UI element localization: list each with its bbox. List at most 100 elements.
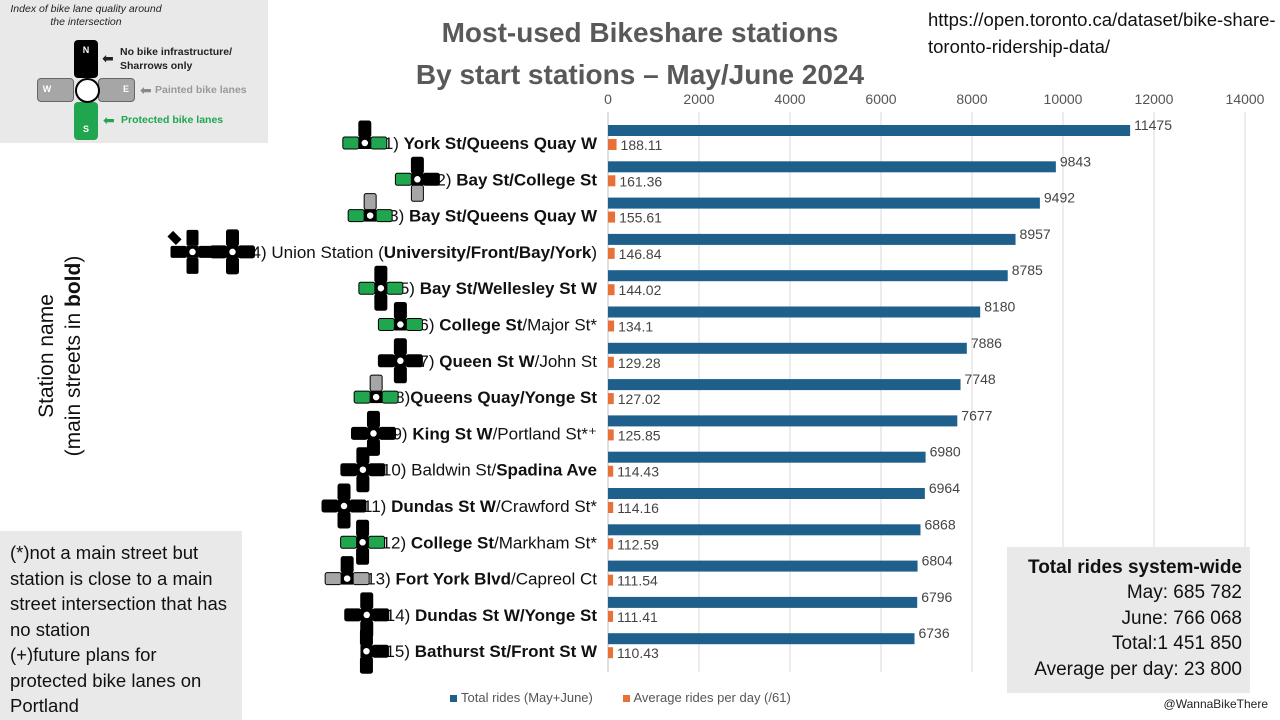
icon-arm-s xyxy=(410,184,424,202)
totals-title: Total rides system-wide xyxy=(1028,557,1242,578)
station-name-part: Bay St/Queens Quay W xyxy=(409,207,598,226)
bar-total-rides xyxy=(608,596,918,608)
data-label-total: 8180 xyxy=(984,299,1015,315)
data-label-average: 125.85 xyxy=(618,427,661,443)
legend-swatch-average xyxy=(622,695,630,702)
icon-center-circle xyxy=(371,392,381,402)
data-label-total: 8957 xyxy=(1020,226,1051,242)
bar-average-rides xyxy=(608,574,614,586)
data-label-total: 7886 xyxy=(971,335,1002,351)
icon-center-circle xyxy=(227,247,238,257)
legend-average-label: Average rides per day (/61) xyxy=(633,690,791,705)
station-label: 2) Bay St/College St xyxy=(436,170,597,189)
legend-west-box xyxy=(37,78,74,102)
icon-arm-n xyxy=(393,338,407,356)
bar-total-rides xyxy=(608,197,1040,209)
station-name-part: Bay St/College St xyxy=(456,170,597,189)
chart-title: Most-used Bikeshare stations By start st… xyxy=(385,12,895,96)
station-rank: 11) xyxy=(363,497,391,516)
icon-arm-e xyxy=(405,318,423,331)
bar-total-rides xyxy=(608,379,961,391)
station-name-part: /John St xyxy=(535,352,598,371)
data-label-total: 7748 xyxy=(965,371,996,387)
icon-arm-s xyxy=(356,475,370,493)
station-label: 8)Queens Quay/Yonge St xyxy=(395,388,597,407)
totals-total: Total:1 451 850 xyxy=(1112,633,1242,654)
station-name-part: College St xyxy=(411,533,494,552)
legend-east-label: E xyxy=(122,84,129,94)
station-label: 14) Dundas St W/Yonge St xyxy=(386,606,598,625)
station-label: 10) Baldwin St/Spadina Ave xyxy=(382,461,597,480)
bar-average-rides xyxy=(608,320,615,332)
legend-total-rides: Total rides (May+June) xyxy=(450,690,593,705)
station-name-part: Queen St W xyxy=(439,352,535,371)
icon-arm-w xyxy=(321,499,339,513)
station-rank: 4) xyxy=(252,243,272,262)
station-name-part: /Crawford St* xyxy=(496,497,597,516)
icon-arm-w xyxy=(324,572,342,586)
legend-title: Index of bike lane quality around the in… xyxy=(10,3,162,28)
icon-arm-s xyxy=(359,656,373,674)
station-label: 9) King St W/Portland St*⁺ xyxy=(392,424,597,443)
station-name-part: York St/Queens Quay W xyxy=(404,134,598,153)
data-label-average: 114.43 xyxy=(617,464,659,480)
bar-total-rides xyxy=(608,125,1131,136)
bar-average-rides xyxy=(608,247,615,259)
icon-arm-e xyxy=(375,209,393,223)
station-rank: 9) xyxy=(392,424,412,443)
bar-average-rides xyxy=(608,393,614,405)
station-label: 5) Bay St/Wellesley St W xyxy=(400,279,598,298)
icon-center-circle xyxy=(361,646,372,656)
station-name-part: Fort York Blvd xyxy=(395,570,511,589)
data-label-average: 155.61 xyxy=(619,210,662,226)
x-tick-label: 8000 xyxy=(956,91,987,107)
bar-average-rides xyxy=(608,502,614,513)
legend-east-box xyxy=(98,78,135,102)
intersection-icon xyxy=(324,556,370,586)
intersection-icon xyxy=(347,193,393,223)
station-name-part: Baldwin St/ xyxy=(411,461,496,480)
legend-protected-label: Protected bike lanes xyxy=(121,114,224,126)
legend-painted-label: Painted bike lanes xyxy=(155,84,247,96)
icon-arm-e xyxy=(370,136,388,150)
icon-arm-n xyxy=(363,193,377,211)
bar-total-rides xyxy=(608,633,915,645)
station-rank: 1) xyxy=(384,134,404,153)
icon-arm-n xyxy=(359,628,373,646)
station-rank: 8) xyxy=(395,388,410,407)
icon-arm-n xyxy=(337,483,351,501)
data-label-total: 6804 xyxy=(922,553,953,569)
icon-arm-w xyxy=(353,390,371,404)
data-label-average: 188.11 xyxy=(621,137,663,153)
icon-arm-e xyxy=(381,390,399,404)
icon-arm-n xyxy=(360,592,374,610)
station-name-part: King St W xyxy=(412,424,493,443)
icon-diagonal-arm xyxy=(167,230,182,245)
intersection-icon xyxy=(394,156,440,202)
data-label-average: 112.59 xyxy=(617,536,659,552)
data-label-average: 127.02 xyxy=(618,391,661,407)
data-label-total: 11475 xyxy=(1134,117,1172,133)
icon-arm-e xyxy=(371,644,389,658)
intersection-icon xyxy=(377,302,423,331)
icon-arm-w xyxy=(340,535,358,549)
station-name-part: /Portland St*⁺ xyxy=(493,424,597,443)
station-label: 6) College St/Major St* xyxy=(419,316,597,335)
data-label-average: 110.43 xyxy=(617,645,659,661)
data-label-total: 8785 xyxy=(1012,262,1043,278)
icon-arm-e xyxy=(238,245,255,259)
intersection-icon-secondary xyxy=(167,229,215,274)
bar-average-rides xyxy=(608,465,614,477)
station-label: 13) Fort York Blvd/Capreol Ct xyxy=(366,570,597,589)
data-label-total: 9843 xyxy=(1060,153,1091,169)
icon-arm-s xyxy=(186,257,199,274)
x-tick-label: 4000 xyxy=(774,91,805,107)
icon-arm-w xyxy=(170,245,187,258)
icon-arm-e xyxy=(198,245,215,258)
icon-arm-n xyxy=(358,120,372,138)
data-label-average: 129.28 xyxy=(618,355,661,371)
station-name-part: Queens Quay/Yonge St xyxy=(410,388,597,407)
data-label-average: 134.1 xyxy=(618,319,653,335)
bar-total-rides xyxy=(608,342,967,354)
station-name-part: Bathurst St/Front St W xyxy=(415,642,598,661)
